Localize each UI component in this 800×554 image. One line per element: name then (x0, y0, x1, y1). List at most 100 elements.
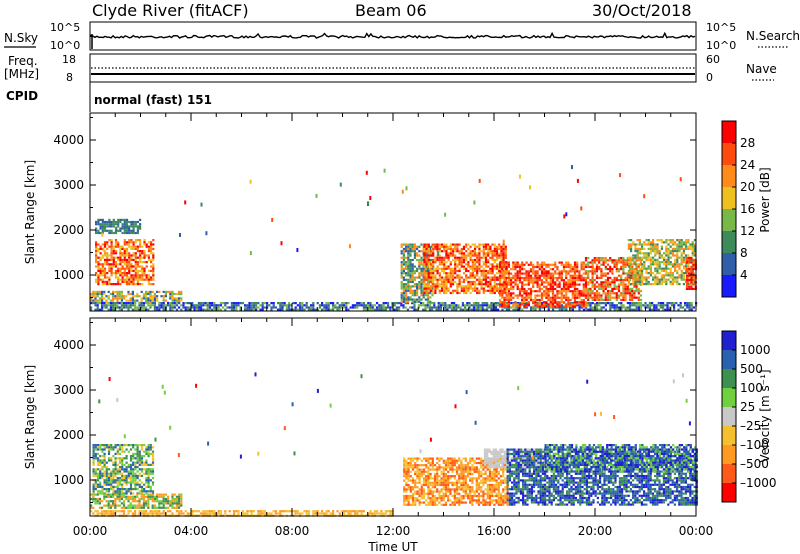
range-cell (626, 259, 629, 262)
range-cell (443, 258, 446, 262)
range-cell (125, 495, 128, 498)
range-cell (450, 306, 453, 309)
range-cell (669, 252, 672, 255)
range-cell (560, 296, 563, 299)
range-cell (688, 274, 691, 277)
range-cell (624, 296, 627, 299)
range-cell (112, 502, 115, 505)
range-cell (125, 247, 129, 250)
range-cell (491, 285, 494, 288)
range-cell (117, 220, 120, 224)
range-cell (136, 283, 139, 286)
range-cell (529, 290, 533, 293)
range-cell (604, 261, 607, 264)
range-cell (400, 285, 403, 288)
range-cell (116, 510, 119, 513)
range-cell (591, 261, 594, 264)
range-cell (423, 243, 426, 246)
range-cell (117, 245, 120, 248)
range-cell (121, 444, 124, 447)
range-cell (445, 289, 448, 292)
range-cell (478, 256, 481, 259)
range-cell (512, 281, 515, 284)
range-cell (409, 254, 412, 257)
range-cell (487, 254, 490, 257)
range-cell (123, 261, 126, 264)
range-cell (136, 448, 139, 451)
range-cell (692, 272, 695, 275)
range-cell (140, 446, 144, 449)
range-cell (261, 512, 264, 515)
range-cell (554, 272, 557, 275)
range-cell (175, 510, 178, 513)
range-cell (604, 308, 607, 311)
range-cell (595, 298, 599, 301)
range-cell (138, 506, 141, 509)
range-cell (110, 485, 113, 488)
range-cell (504, 289, 507, 292)
range-cell (211, 304, 214, 307)
range-cell (654, 261, 657, 264)
range-cell (467, 265, 470, 268)
range-cell (120, 306, 123, 309)
range-cell (489, 272, 492, 275)
range-cell (563, 214, 566, 219)
range-cell (595, 285, 599, 288)
range-cell (407, 254, 410, 257)
range-cell (127, 299, 130, 302)
range-cell (416, 254, 419, 257)
range-cell (411, 274, 414, 277)
range-cell (129, 481, 133, 484)
range-cell (580, 261, 583, 264)
range-cell (152, 247, 155, 250)
range-cell (415, 308, 418, 311)
range-cell (634, 269, 637, 272)
range-cell (145, 243, 148, 246)
range-cell (402, 291, 405, 295)
range-cell (125, 468, 128, 471)
range-cell (426, 302, 429, 305)
range-cell (576, 270, 579, 273)
range-cell (103, 261, 107, 264)
range-cell (501, 265, 504, 269)
range-cell (101, 297, 104, 300)
range-cell (270, 308, 273, 311)
range-cell (641, 265, 644, 268)
range-cell (246, 304, 249, 307)
range-cell (690, 306, 693, 309)
range-cell (480, 250, 483, 253)
range-cell (523, 263, 526, 266)
range-cell (482, 283, 485, 286)
range-cell (458, 256, 461, 259)
range-cell (268, 512, 271, 515)
range-cell (518, 290, 522, 293)
range-cell (118, 483, 122, 486)
range-cell (456, 258, 459, 262)
range-cell (620, 279, 623, 282)
range-cell (473, 276, 477, 279)
range-cell (525, 290, 528, 293)
range-cell (208, 304, 211, 307)
range-cell (327, 308, 330, 311)
range-cell (645, 280, 648, 283)
range-cell (380, 308, 383, 311)
range-cell (530, 306, 533, 309)
range-cell (109, 304, 112, 307)
range-cell (667, 267, 670, 270)
range-cell (101, 466, 104, 469)
range-cell (130, 263, 133, 266)
range-cell (427, 294, 430, 297)
range-cell (407, 269, 410, 273)
range-cell (147, 497, 150, 501)
range-cell (657, 304, 660, 307)
range-cell (593, 296, 596, 299)
range-cell (110, 474, 113, 477)
range-cell (653, 304, 656, 307)
colorbar-swatch (722, 275, 736, 297)
range-cell (584, 272, 588, 275)
range-cell (252, 308, 255, 311)
range-cell (239, 308, 242, 311)
range-cell (562, 281, 566, 284)
range-cell (637, 296, 640, 299)
range-cell (687, 265, 690, 268)
